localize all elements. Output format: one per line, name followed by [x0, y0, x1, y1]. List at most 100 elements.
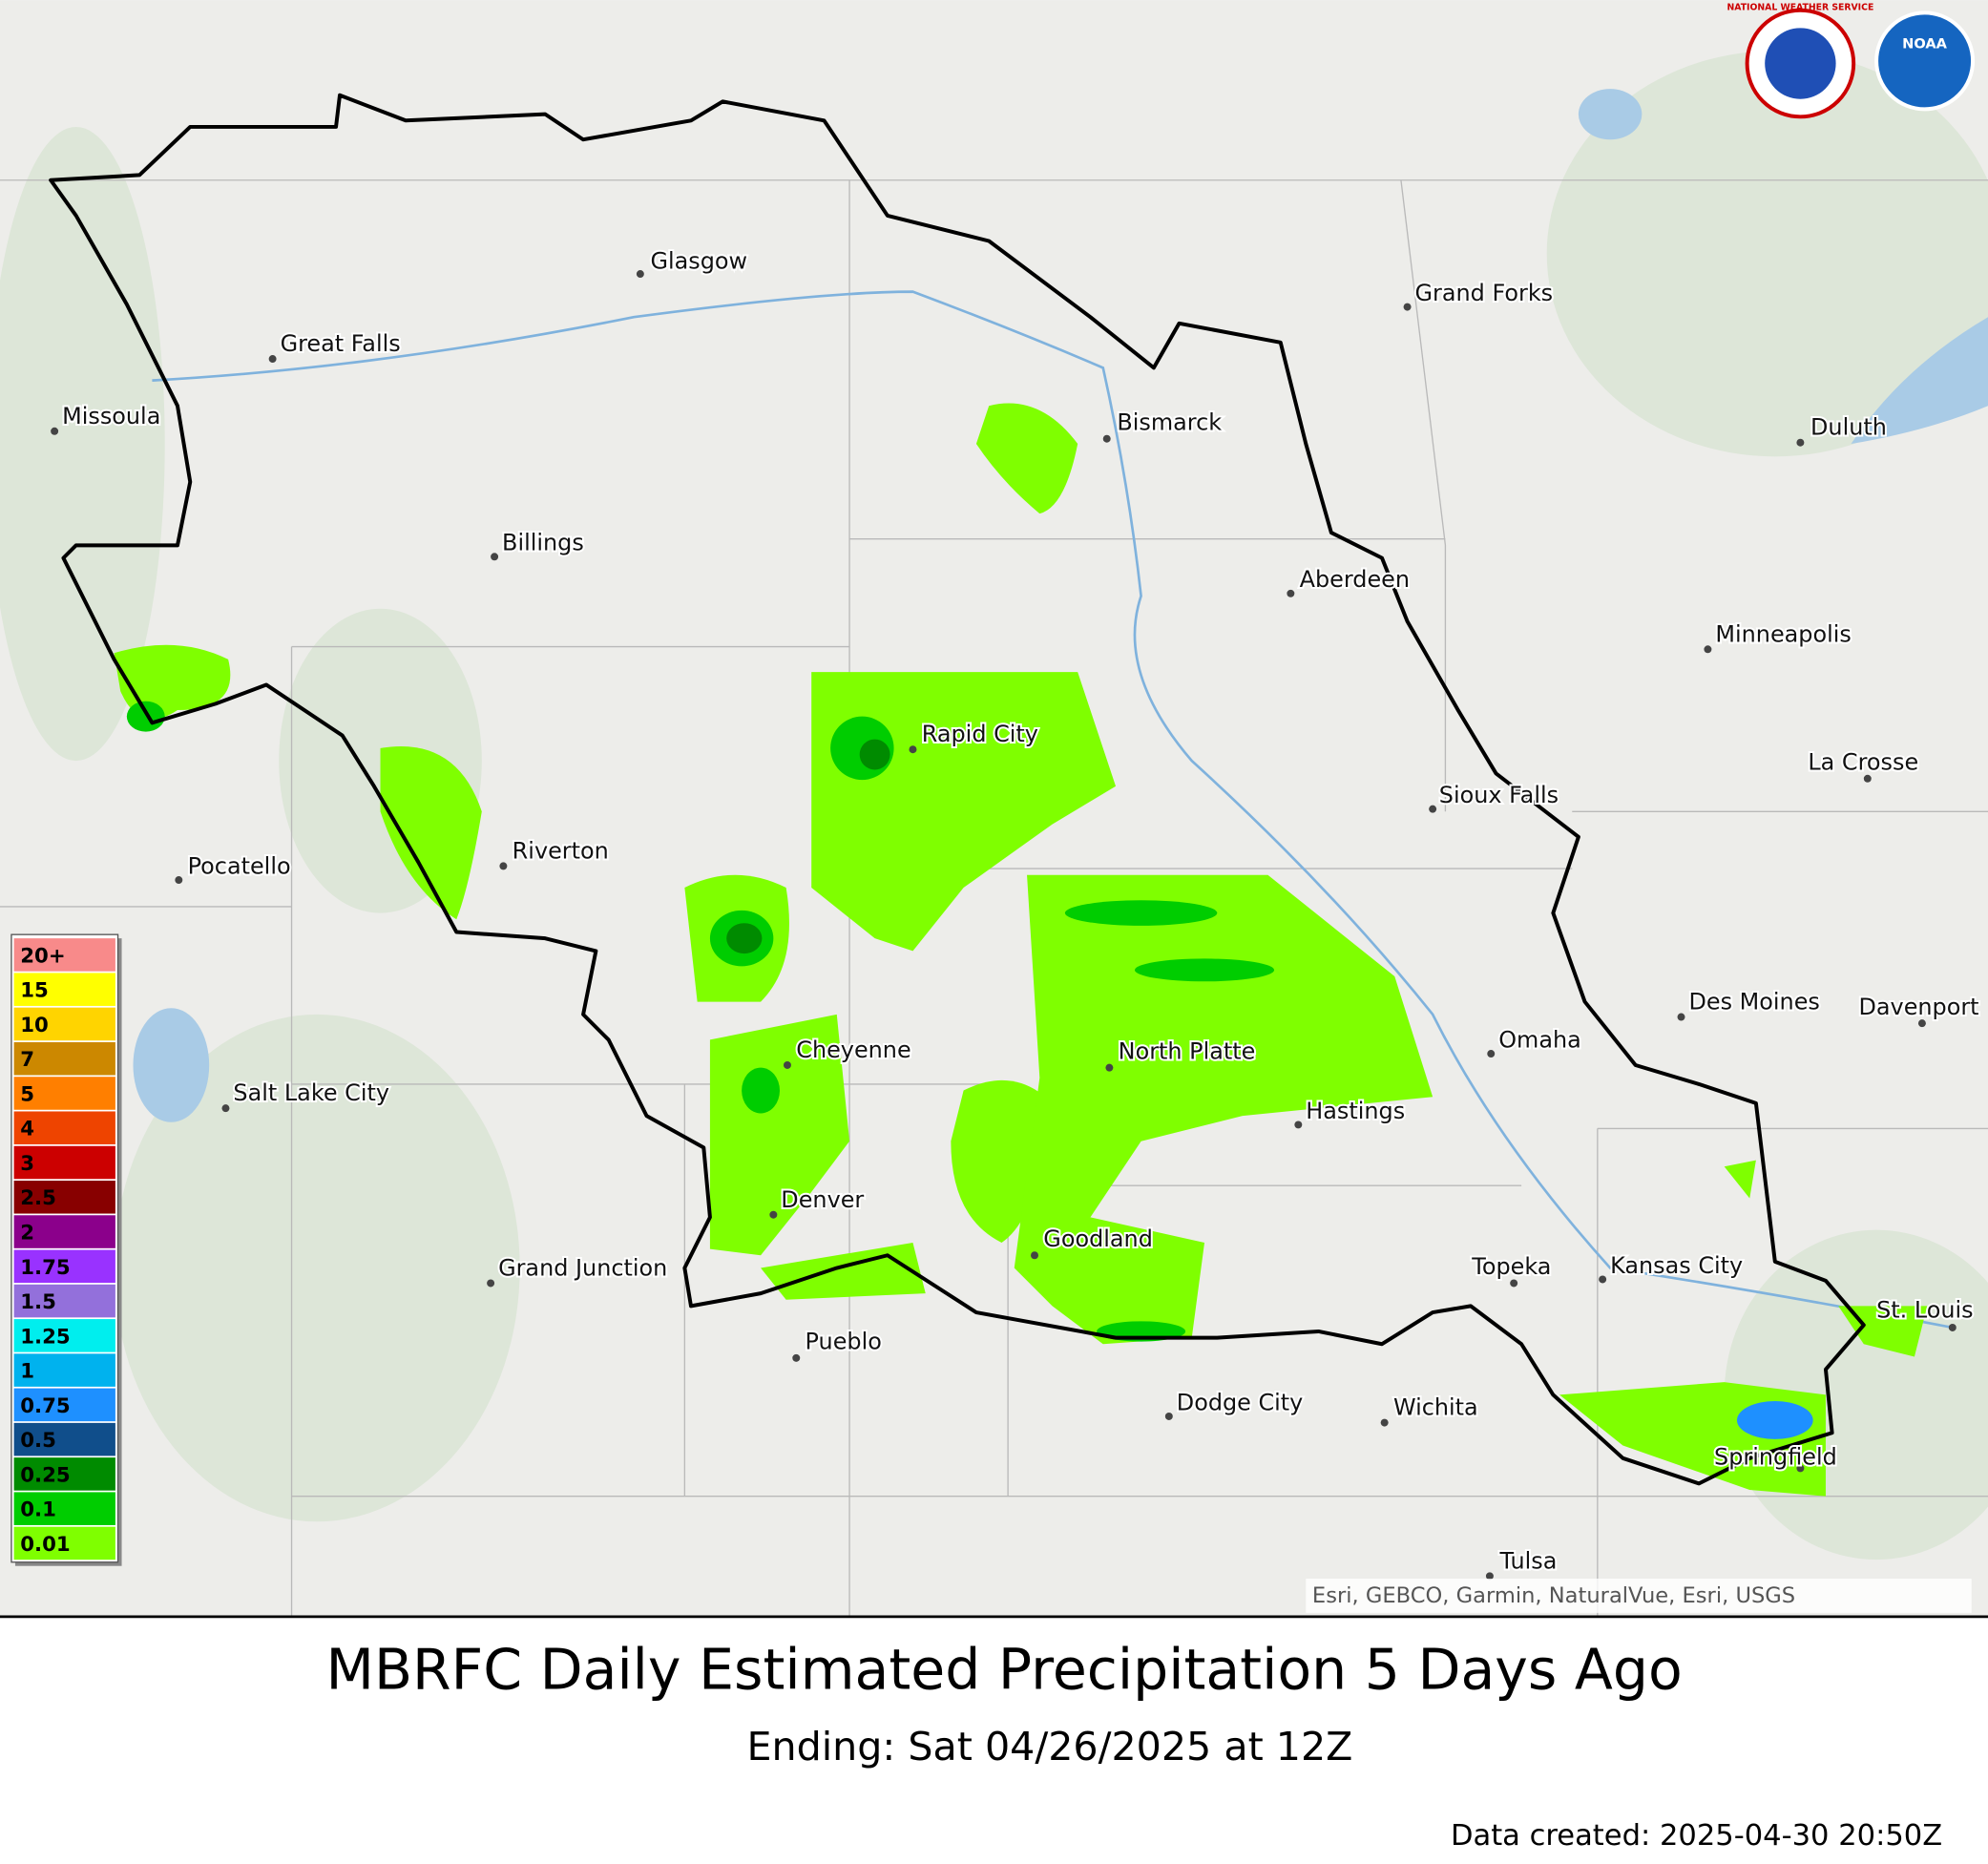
city-label: Great Falls — [281, 330, 401, 357]
city-dot — [221, 1104, 230, 1113]
city-dot — [1863, 774, 1872, 783]
legend-label: 2.5 — [20, 1186, 56, 1210]
legend-swatch — [13, 1388, 115, 1422]
city-dot — [1704, 645, 1712, 654]
city-label: Billings — [502, 530, 584, 556]
city-label: La Crosse — [1808, 748, 1918, 775]
city-dot — [1796, 438, 1805, 447]
legend-swatch — [13, 973, 115, 1006]
city-label: Riverton — [513, 837, 609, 864]
city-label: Tulsa — [1499, 1547, 1558, 1574]
city-dot — [1487, 1050, 1496, 1058]
city-dot — [636, 270, 644, 279]
city-label: Goodland — [1043, 1225, 1153, 1252]
city-dot — [909, 745, 917, 754]
city-dot — [1031, 1251, 1038, 1260]
city-label: Pocatello — [188, 852, 291, 879]
city-dot — [783, 1061, 791, 1069]
legend-label: 1.25 — [20, 1325, 70, 1349]
legend-label: 2 — [20, 1222, 34, 1246]
legend-swatch — [13, 1077, 115, 1110]
nws-logo-text: NATIONAL WEATHER SERVICE — [1726, 3, 1873, 13]
city-label: Kansas City — [1610, 1252, 1743, 1279]
city-dot — [1917, 1019, 1926, 1028]
city-dot — [51, 427, 59, 435]
city-label: Aberdeen — [1300, 566, 1410, 593]
city-dot — [1164, 1412, 1173, 1420]
legend-label: 20+ — [20, 944, 65, 968]
city-label: Pueblo — [806, 1329, 882, 1355]
city-label: Grand Junction — [498, 1255, 667, 1282]
legend-swatch — [13, 1284, 115, 1318]
city-label: Cheyenne — [796, 1037, 910, 1063]
city-dot — [1599, 1275, 1607, 1284]
city-label: Bismarck — [1117, 408, 1222, 435]
city-dot — [499, 862, 508, 870]
basin-boundary — [49, 93, 1866, 1486]
city-label: Des Moines — [1688, 989, 1819, 1016]
legend-swatch — [13, 1145, 115, 1180]
legend-swatch — [13, 1319, 115, 1352]
city-label: Davenport — [1858, 994, 1978, 1020]
city-label: Topeka — [1471, 1253, 1551, 1280]
city-dot — [792, 1353, 801, 1362]
city-label: Denver — [781, 1186, 864, 1213]
city-label: Grand Forks — [1415, 280, 1554, 306]
city-label: Duluth — [1810, 414, 1887, 441]
legend-swatch — [13, 1492, 115, 1525]
title: MBRFC Daily Estimated Precipitation 5 Da… — [326, 1638, 1683, 1703]
legend-label: 5 — [20, 1082, 34, 1106]
legend-swatch — [13, 1526, 115, 1560]
city-label: Wichita — [1393, 1394, 1478, 1421]
legend-swatch — [13, 1181, 115, 1214]
city-label: Glasgow — [650, 248, 747, 275]
legend-label: 1.5 — [20, 1290, 56, 1314]
cities: Glasgow Grand Forks Great Falls Missoula Bis… — [51, 246, 1981, 1581]
city-dot — [1677, 1013, 1685, 1021]
legend-label: 0.25 — [20, 1463, 70, 1487]
legend-label: 0.75 — [20, 1394, 70, 1418]
city-label: Salt Lake City — [233, 1079, 389, 1106]
city-label: Rapid City — [922, 721, 1038, 747]
city-dot — [268, 355, 277, 364]
nws-logo-center — [1765, 28, 1836, 99]
city-dot — [1403, 303, 1412, 311]
legend-swatch — [13, 1457, 115, 1491]
legend-swatch — [13, 938, 115, 972]
city-dot — [1485, 1572, 1494, 1581]
legend-label: 15 — [20, 979, 49, 1003]
city-label: Missoula — [62, 403, 160, 429]
legend: 20+ 15 10 7 5 4 3 2.5 2 1.75 1.5 1.25 1 0.75 0.5 0.25 0.… — [10, 933, 122, 1566]
logos: NATIONAL WEATHER SERVICE NOAA — [1726, 3, 1976, 119]
legend-label: 3 — [20, 1152, 34, 1176]
noaa-logo — [1874, 10, 1976, 112]
legend-label: 0.1 — [20, 1498, 56, 1522]
city-dot — [1380, 1418, 1389, 1427]
water — [133, 89, 1988, 1122]
legend-label: 1.75 — [20, 1256, 70, 1280]
city-dot — [1287, 589, 1295, 597]
city-dot — [1948, 1323, 1957, 1331]
legend-label: 7 — [20, 1048, 34, 1072]
legend-label: 0.01 — [20, 1533, 70, 1557]
city-dot — [1510, 1279, 1518, 1288]
rivers — [152, 290, 1954, 1330]
city-label: Omaha — [1498, 1026, 1581, 1053]
subtitle: Ending: Sat 04/26/2025 at 12Z — [746, 1724, 1352, 1770]
legend-label: 4 — [20, 1118, 34, 1141]
legend-swatch — [13, 1422, 115, 1456]
city-dot — [1102, 434, 1111, 443]
legend-swatch — [13, 1249, 115, 1284]
city-dot — [491, 553, 499, 561]
city-dot — [1105, 1063, 1114, 1072]
city-label: Minneapolis — [1715, 620, 1851, 647]
legend-label: 0.5 — [20, 1429, 56, 1453]
legend-swatch — [13, 1215, 115, 1248]
legend-swatch — [13, 1111, 115, 1145]
city-dot — [1429, 805, 1437, 813]
city-label: Hastings — [1306, 1098, 1405, 1124]
legend-swatch — [13, 1007, 115, 1041]
city-label: Dodge City — [1177, 1389, 1304, 1415]
legend-label: 10 — [20, 1014, 49, 1037]
